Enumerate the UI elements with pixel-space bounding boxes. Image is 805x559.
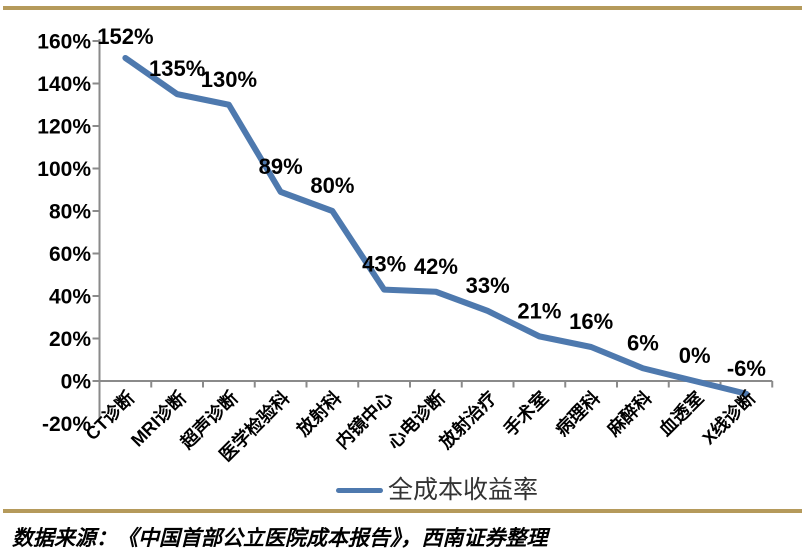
y-axis-tick-label: 0% xyxy=(61,371,92,394)
series-line xyxy=(122,55,750,397)
x-axis-label: 麻醉科 xyxy=(602,387,656,441)
x-axis-label: 病理科 xyxy=(551,387,604,440)
bottom-divider-rule xyxy=(3,509,802,513)
y-axis-tick-label: -20% xyxy=(42,413,91,436)
y-axis-tick-label: 120% xyxy=(37,116,91,139)
y-axis-tick-label: 60% xyxy=(49,243,91,266)
y-axis-tick-label: 80% xyxy=(49,201,91,224)
data-label: 0% xyxy=(679,343,711,368)
y-axis-tick-label: 20% xyxy=(49,328,91,351)
data-label: 42% xyxy=(414,254,458,279)
data-label: 21% xyxy=(517,298,561,323)
data-label: 152% xyxy=(97,24,153,49)
x-axis-label: 手术室 xyxy=(499,387,552,440)
data-label: -6% xyxy=(727,356,766,381)
data-label: 89% xyxy=(259,154,303,179)
x-axis-label: 放射治疗 xyxy=(434,387,500,453)
x-axis-label: X线诊断 xyxy=(698,387,760,449)
source-note: 数据来源：《中国首部公立医院成本报告》，西南证券整理 xyxy=(12,526,548,550)
data-label: 130% xyxy=(201,67,257,92)
data-label: 33% xyxy=(466,273,510,298)
data-label: 16% xyxy=(569,309,613,334)
y-axis-tick-label: 140% xyxy=(37,73,91,96)
top-divider-rule xyxy=(3,6,802,10)
line-chart: 160% 140% 120% 100% 80% 60% 40% 20% 0% -20% 152% 13… xyxy=(37,24,774,465)
legend-label: 全成本收益率 xyxy=(388,475,539,504)
y-axis-tick-label: 160% xyxy=(37,31,91,54)
legend-line-marker xyxy=(336,487,383,493)
data-label: 135% xyxy=(149,56,205,81)
data-label: 43% xyxy=(362,252,406,277)
y-axis-tick-label: 40% xyxy=(49,286,91,309)
legend: 全成本收益率 xyxy=(336,474,538,506)
data-label: 80% xyxy=(310,173,354,198)
data-label: 6% xyxy=(627,330,659,355)
y-axis-tick-label: 100% xyxy=(37,158,91,181)
